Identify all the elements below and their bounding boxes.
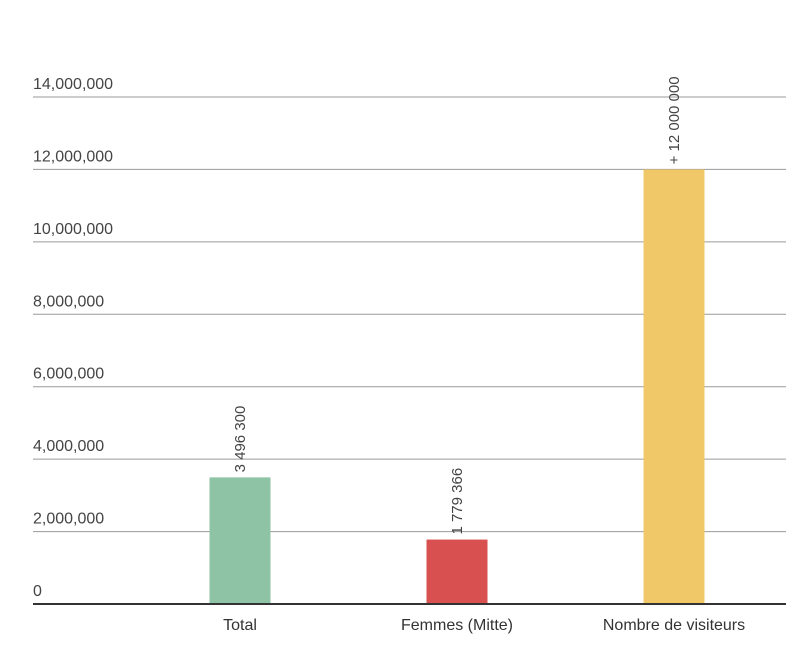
bars — [209, 169, 705, 604]
y-tick-label: 14,000,000 — [33, 76, 113, 93]
bar — [426, 539, 488, 604]
y-tick-label: 6,000,000 — [33, 366, 104, 383]
y-axis-tick-labels: 0 2,000,000 4,000,000 6,000,000 8,000,000 10,… — [33, 76, 113, 600]
data-labels: 3 496 300 1 779 366 + 12 000 000 — [232, 76, 683, 534]
y-tick-label: 2,000,000 — [33, 511, 104, 528]
gridlines — [33, 96, 786, 533]
category-label: Femmes (Mitte) — [401, 617, 513, 634]
category-label: Total — [223, 617, 257, 634]
y-tick-label: 0 — [33, 583, 42, 600]
data-label: 3 496 300 — [232, 406, 249, 473]
y-tick-label: 8,000,000 — [33, 293, 104, 310]
y-tick-label: 10,000,000 — [33, 221, 113, 238]
category-label: Nombre de visiteurs — [603, 617, 745, 634]
bar — [643, 169, 705, 604]
y-tick-label: 12,000,000 — [33, 148, 113, 165]
data-label: + 12 000 000 — [666, 76, 683, 164]
y-tick-label: 4,000,000 — [33, 438, 104, 455]
bar — [209, 477, 271, 604]
x-axis-category-labels: Total Femmes (Mitte) Nombre de visiteurs — [223, 617, 745, 634]
data-label: 1 779 366 — [449, 468, 466, 535]
